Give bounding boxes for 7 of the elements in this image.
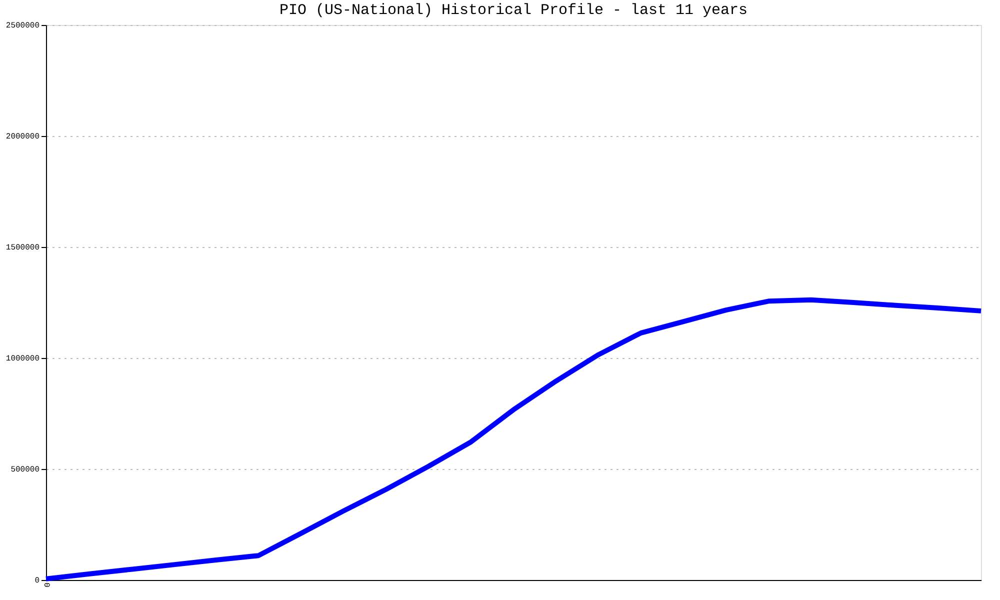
y-tick-label: 1500000 (6, 244, 40, 252)
y-tick-label: 0 (34, 576, 40, 586)
y-tick-label: 2500000 (6, 22, 40, 30)
chart-title: PIO (US-National) Historical Profile - last 11 years (279, 2, 748, 19)
y-tick-label: 2000000 (6, 132, 40, 142)
y-tick-label: 1000000 (6, 354, 40, 364)
y-tick-label: 500000 (10, 466, 40, 474)
